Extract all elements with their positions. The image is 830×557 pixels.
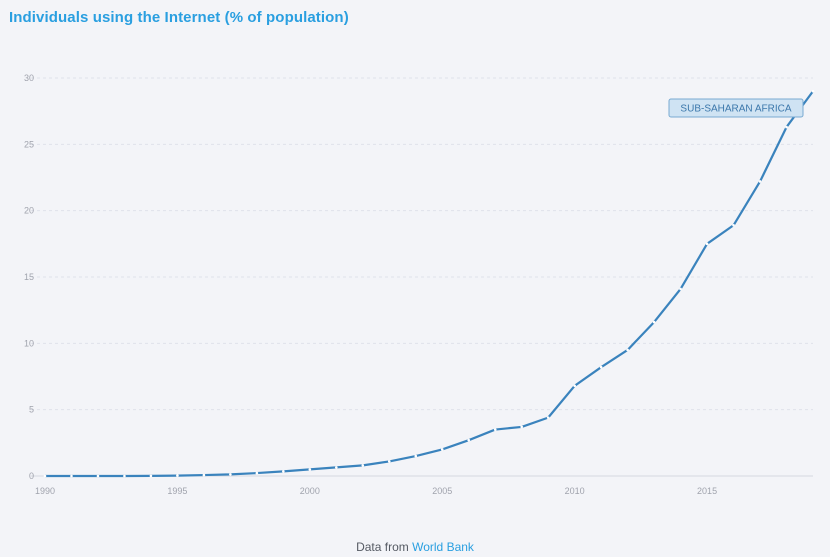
y-tick-label: 10	[24, 338, 34, 348]
grid-layer	[31, 77, 813, 477]
data-point	[96, 474, 100, 478]
y-tick-label: 0	[29, 471, 34, 481]
footer: Data from World Bank	[0, 540, 830, 554]
series-line	[45, 90, 814, 478]
data-point	[679, 287, 682, 291]
data-point	[70, 474, 73, 478]
data-point	[599, 365, 603, 369]
series-layer	[43, 89, 815, 478]
data-point	[732, 223, 735, 227]
data-point	[573, 384, 576, 388]
x-tick-label: 2005	[432, 486, 452, 496]
tick-layer: 0 5 10 15 20 25 30 1990 1995 2000 2005 2010 2015	[24, 73, 717, 496]
footer-prefix: Data from	[356, 540, 409, 554]
x-tick-label: 2015	[697, 486, 717, 496]
y-tick-label: 30	[24, 73, 34, 83]
x-tick-label: 2010	[565, 486, 585, 496]
data-point	[229, 473, 232, 476]
data-point	[705, 242, 709, 246]
data-point	[414, 454, 418, 458]
legend-box	[668, 98, 804, 118]
data-point	[123, 474, 126, 478]
data-point	[758, 180, 762, 183]
legend-label: SUB-SAHARAN AFRICA	[680, 104, 791, 115]
data-point	[308, 468, 312, 471]
data-point	[176, 474, 179, 477]
data-point	[43, 474, 47, 478]
world-bank-link[interactable]: World Bank	[412, 540, 474, 554]
data-point	[546, 416, 550, 419]
data-point	[467, 438, 471, 442]
y-tick-label: 20	[24, 206, 34, 216]
data-point	[493, 428, 497, 431]
data-point	[335, 466, 338, 469]
y-tick-label: 25	[24, 139, 34, 149]
data-point	[811, 89, 815, 93]
legend-layer: SUB-SAHARAN AFRICA	[668, 98, 804, 118]
data-point	[361, 464, 365, 467]
data-point	[785, 125, 788, 129]
line-chart: 0 5 10 15 20 25 30 1990 1995 2000 2005 2010 2015 SUB…	[24, 73, 815, 496]
x-tick-label: 2000	[300, 486, 320, 496]
data-point	[202, 473, 206, 477]
data-point	[387, 460, 391, 463]
x-tick-label: 1990	[35, 486, 55, 496]
chart-title: Individuals using the Internet (% of pop…	[9, 9, 349, 26]
y-tick-label: 15	[24, 272, 34, 282]
data-point	[255, 471, 259, 475]
data-point	[440, 448, 444, 451]
data-point	[282, 470, 285, 473]
data-point	[626, 348, 629, 352]
x-tick-label: 1995	[167, 486, 187, 496]
data-point	[149, 474, 153, 478]
data-point	[652, 320, 656, 324]
data-point	[520, 425, 523, 429]
y-tick-label: 5	[29, 405, 34, 415]
